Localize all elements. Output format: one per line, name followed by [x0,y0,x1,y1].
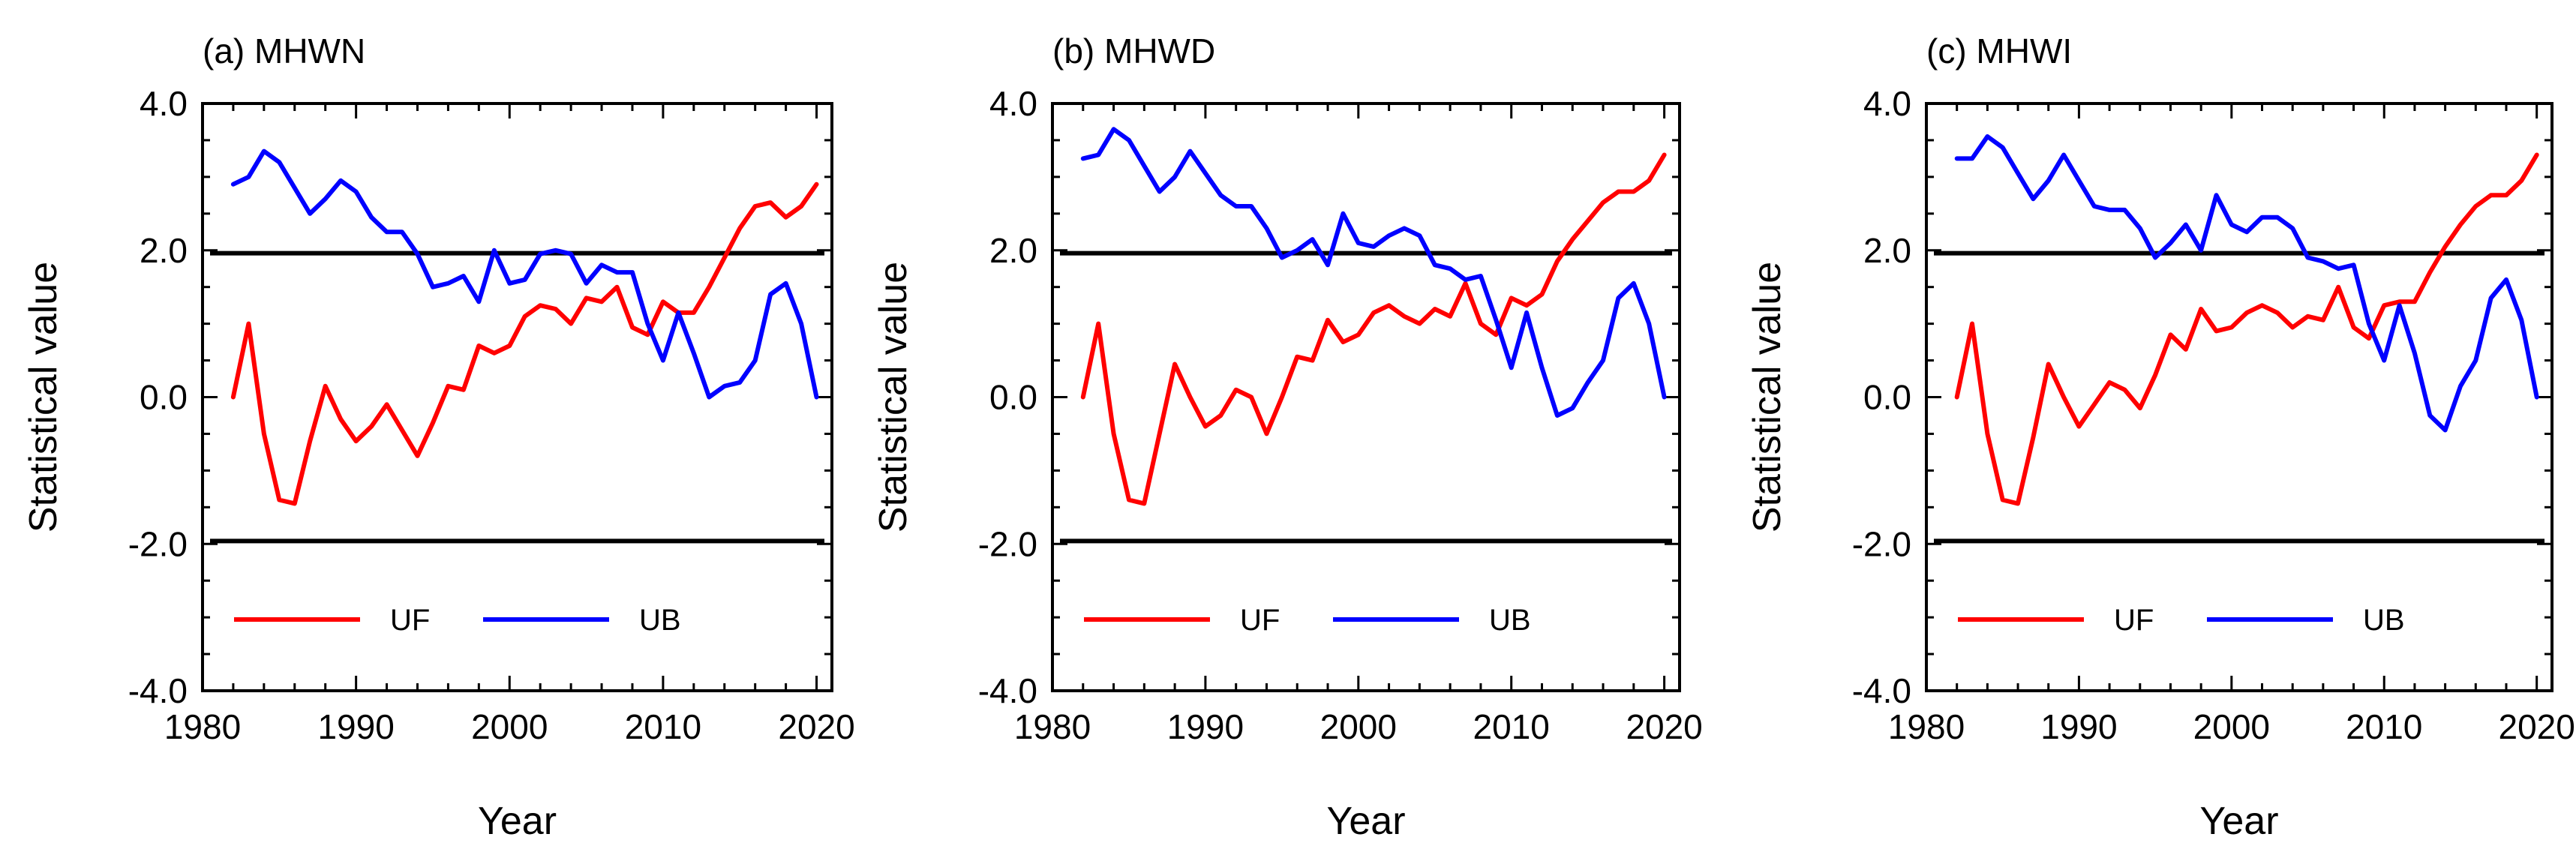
x-axis-title: Year [1326,800,1405,843]
y-axis-title: Statistical value [872,262,915,532]
y-axis-title: Statistical value [22,262,65,532]
legend-label-ub: UB [2363,604,2405,637]
y-tick-label: 4.0 [140,84,188,123]
panel-title: (c) MHWI [1926,32,2072,70]
y-tick-label: 0.0 [989,378,1037,417]
y-tick-label: 0.0 [1863,378,1911,417]
x-tick-label: 2010 [1473,707,1550,746]
series-line-ub [1954,134,2539,433]
panel-c: (c) MHWI 1980 1990 2000 2010 2020 -4.0 -2.0 0.0 2… [1746,32,2575,843]
legend-label-ub: UB [1489,604,1531,637]
y-tick-label: 0.0 [140,378,188,417]
x-tick-label: 2010 [625,707,701,746]
legend-label-uf: UF [1240,604,1280,637]
series-line-uf [1954,152,2539,506]
y-tick-label: -2.0 [1852,524,1911,563]
legend-label-uf: UF [390,604,430,637]
x-axis-title: Year [2199,800,2278,843]
x-tick-label: 1980 [1888,707,1965,746]
x-tick-label: 1990 [317,707,394,746]
series-line-uf [230,182,819,506]
y-tick-label: -2.0 [128,524,188,563]
series-line-ub [1080,127,1667,418]
panel-b: (b) MHWD 1980 1990 2000 2010 2020 -4.0 -2.0 0.0 2… [872,32,1703,843]
y-tick-label: -4.0 [1852,671,1911,710]
x-tick-label: 2020 [2498,707,2574,746]
x-tick-label: 1990 [1167,707,1244,746]
legend-label-ub: UB [639,604,681,637]
plot-frame [1051,102,1681,692]
x-tick-label: 2020 [1626,707,1702,746]
y-tick-label: 2.0 [989,231,1037,270]
x-tick-label: 2000 [471,707,548,746]
panel-a: (a) MHWN 1980 1990 2000 2010 2020 -4.0 -2.0 0.0 2… [22,32,855,843]
x-tick-label: 1990 [2040,707,2117,746]
y-axis-title: Statistical value [1746,262,1789,532]
y-tick-label: 4.0 [1863,84,1911,123]
y-tick-label: 4.0 [989,84,1037,123]
panel-title: (a) MHWN [203,32,365,70]
y-tick-label: 2.0 [1863,231,1911,270]
series-line-uf [1080,152,1667,506]
y-tick-label: -4.0 [128,671,188,710]
series-line-ub [230,148,819,400]
x-tick-label: 2000 [2193,707,2270,746]
panel-title: (b) MHWD [1052,32,1215,70]
x-axis-title: Year [478,800,557,843]
x-tick-label: 2020 [778,707,854,746]
x-tick-label: 1980 [1014,707,1091,746]
y-tick-label: 2.0 [140,231,188,270]
plot-frame [201,102,833,692]
legend-label-uf: UF [2114,604,2154,637]
y-tick-label: -4.0 [978,671,1037,710]
plot-frame [1925,102,2553,692]
x-tick-label: 1980 [164,707,241,746]
x-tick-label: 2000 [1320,707,1397,746]
x-tick-label: 2010 [2346,707,2422,746]
y-tick-label: -2.0 [978,524,1037,563]
